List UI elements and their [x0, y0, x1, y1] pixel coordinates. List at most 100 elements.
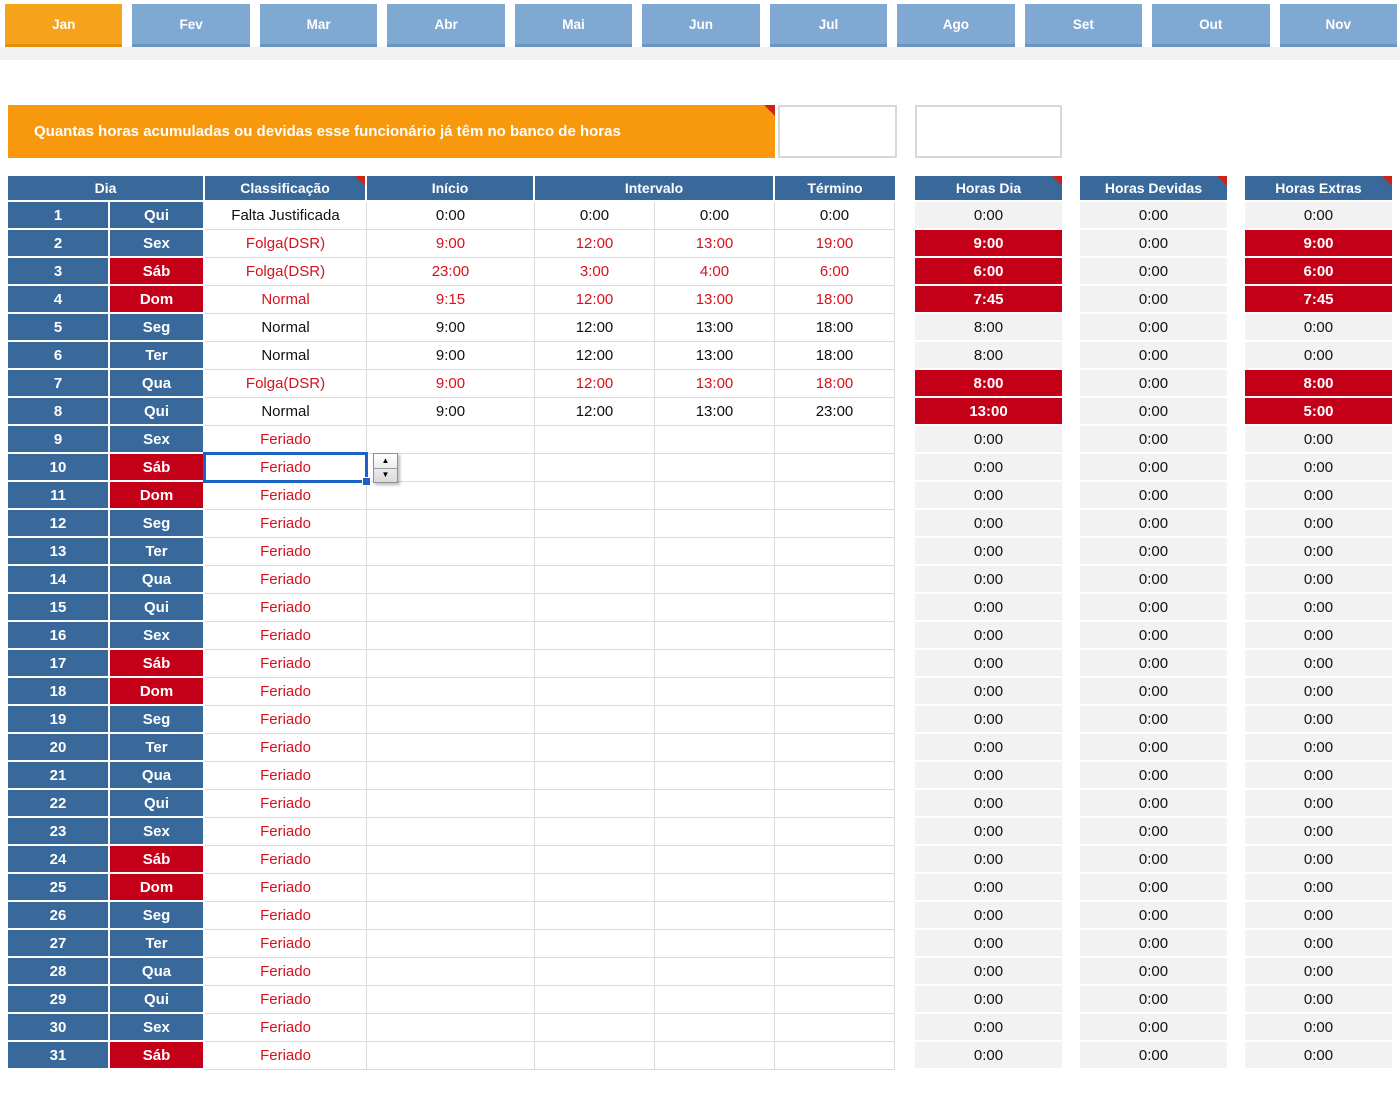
- interval-end-cell[interactable]: [655, 426, 775, 454]
- day-number-cell[interactable]: 21: [8, 762, 110, 790]
- header-horas-dia[interactable]: Horas Dia: [915, 176, 1062, 202]
- interval-start-cell[interactable]: [535, 902, 655, 930]
- horas-extras-cell[interactable]: 0:00: [1245, 426, 1392, 454]
- horas-devidas-cell[interactable]: 0:00: [1080, 342, 1227, 370]
- spinner-up-button[interactable]: ▲: [374, 454, 397, 469]
- horas-devidas-cell[interactable]: 0:00: [1080, 678, 1227, 706]
- day-number-cell[interactable]: 23: [8, 818, 110, 846]
- horas-devidas-cell[interactable]: 0:00: [1080, 1042, 1227, 1070]
- start-time-cell[interactable]: 9:00: [367, 342, 535, 370]
- interval-start-cell[interactable]: [535, 1014, 655, 1042]
- start-time-cell[interactable]: [367, 566, 535, 594]
- classification-cell[interactable]: Falta Justificada: [205, 202, 367, 230]
- horas-extras-cell[interactable]: 0:00: [1245, 650, 1392, 678]
- weekday-cell[interactable]: Qua: [110, 566, 205, 594]
- weekday-cell[interactable]: Sex: [110, 818, 205, 846]
- classification-cell[interactable]: Feriado: [205, 566, 367, 594]
- start-time-cell[interactable]: [367, 874, 535, 902]
- interval-start-cell[interactable]: [535, 1042, 655, 1070]
- day-number-cell[interactable]: 6: [8, 342, 110, 370]
- header-inicio[interactable]: Início: [367, 176, 535, 202]
- tab-month-set[interactable]: Set: [1024, 4, 1143, 47]
- interval-start-cell[interactable]: [535, 706, 655, 734]
- horas-devidas-cell[interactable]: 0:00: [1080, 286, 1227, 314]
- day-number-cell[interactable]: 31: [8, 1042, 110, 1070]
- classification-cell[interactable]: Feriado: [205, 706, 367, 734]
- tab-month-mai[interactable]: Mai: [514, 4, 633, 47]
- day-number-cell[interactable]: 5: [8, 314, 110, 342]
- header-intervalo[interactable]: Intervalo: [535, 176, 775, 202]
- tab-month-jun[interactable]: Jun: [642, 4, 760, 47]
- horas-extras-cell[interactable]: 0:00: [1245, 790, 1392, 818]
- end-time-cell[interactable]: 6:00: [775, 258, 895, 286]
- interval-end-cell[interactable]: 4:00: [655, 258, 775, 286]
- horas-extras-cell[interactable]: 0:00: [1245, 622, 1392, 650]
- interval-end-cell[interactable]: [655, 846, 775, 874]
- classification-cell[interactable]: Normal: [205, 314, 367, 342]
- tab-month-nov[interactable]: Nov: [1279, 4, 1397, 47]
- weekday-cell[interactable]: Qui: [110, 986, 205, 1014]
- day-number-cell[interactable]: 4: [8, 286, 110, 314]
- interval-end-cell[interactable]: [655, 986, 775, 1014]
- interval-end-cell[interactable]: [655, 734, 775, 762]
- horas-dia-cell[interactable]: 8:00: [915, 370, 1062, 398]
- start-time-cell[interactable]: [367, 1014, 535, 1042]
- horas-extras-cell[interactable]: 0:00: [1245, 678, 1392, 706]
- end-time-cell[interactable]: 19:00: [775, 230, 895, 258]
- end-time-cell[interactable]: 23:00: [775, 398, 895, 426]
- end-time-cell[interactable]: [775, 986, 895, 1014]
- end-time-cell[interactable]: [775, 1042, 895, 1070]
- horas-devidas-cell[interactable]: 0:00: [1080, 762, 1227, 790]
- start-time-cell[interactable]: 9:15: [367, 286, 535, 314]
- horas-extras-cell[interactable]: 0:00: [1245, 706, 1392, 734]
- classification-cell[interactable]: Normal: [205, 342, 367, 370]
- end-time-cell[interactable]: [775, 874, 895, 902]
- weekday-cell[interactable]: Ter: [110, 538, 205, 566]
- classification-cell[interactable]: Feriado: [205, 426, 367, 454]
- start-time-cell[interactable]: [367, 594, 535, 622]
- weekday-cell[interactable]: Dom: [110, 874, 205, 902]
- interval-end-cell[interactable]: [655, 538, 775, 566]
- end-time-cell[interactable]: [775, 790, 895, 818]
- horas-dia-cell[interactable]: 0:00: [915, 902, 1062, 930]
- end-time-cell[interactable]: [775, 762, 895, 790]
- interval-start-cell[interactable]: [535, 846, 655, 874]
- horas-dia-cell[interactable]: 8:00: [915, 314, 1062, 342]
- start-time-cell[interactable]: [367, 846, 535, 874]
- horas-devidas-cell[interactable]: 0:00: [1080, 370, 1227, 398]
- day-number-cell[interactable]: 12: [8, 510, 110, 538]
- weekday-cell[interactable]: Qui: [110, 594, 205, 622]
- day-number-cell[interactable]: 24: [8, 846, 110, 874]
- end-time-cell[interactable]: 18:00: [775, 370, 895, 398]
- day-number-cell[interactable]: 19: [8, 706, 110, 734]
- classification-cell[interactable]: Feriado: [205, 678, 367, 706]
- day-number-cell[interactable]: 16: [8, 622, 110, 650]
- spinner-down-button[interactable]: ▼: [381, 470, 390, 480]
- interval-start-cell[interactable]: 12:00: [535, 230, 655, 258]
- tab-month-out[interactable]: Out: [1152, 4, 1270, 47]
- end-time-cell[interactable]: [775, 426, 895, 454]
- tab-month-mar[interactable]: Mar: [259, 4, 378, 47]
- end-time-cell[interactable]: [775, 482, 895, 510]
- horas-devidas-cell[interactable]: 0:00: [1080, 874, 1227, 902]
- end-time-cell[interactable]: [775, 1014, 895, 1042]
- interval-end-cell[interactable]: 13:00: [655, 398, 775, 426]
- day-number-cell[interactable]: 30: [8, 1014, 110, 1042]
- interval-start-cell[interactable]: 12:00: [535, 398, 655, 426]
- start-time-cell[interactable]: [367, 426, 535, 454]
- horas-extras-cell[interactable]: 0:00: [1245, 986, 1392, 1014]
- weekday-cell[interactable]: Sáb: [110, 1042, 205, 1070]
- horas-extras-cell[interactable]: 0:00: [1245, 342, 1392, 370]
- day-number-cell[interactable]: 15: [8, 594, 110, 622]
- interval-end-cell[interactable]: 13:00: [655, 314, 775, 342]
- classification-cell[interactable]: Feriado: [205, 734, 367, 762]
- horas-devidas-cell[interactable]: 0:00: [1080, 650, 1227, 678]
- interval-end-cell[interactable]: [655, 566, 775, 594]
- horas-extras-cell[interactable]: 5:00: [1245, 398, 1392, 426]
- start-time-cell[interactable]: [367, 762, 535, 790]
- banner-value-cell[interactable]: [778, 105, 897, 158]
- start-time-cell[interactable]: [367, 958, 535, 986]
- start-time-cell[interactable]: [367, 790, 535, 818]
- horas-dia-cell[interactable]: 0:00: [915, 454, 1062, 482]
- start-time-cell[interactable]: [367, 622, 535, 650]
